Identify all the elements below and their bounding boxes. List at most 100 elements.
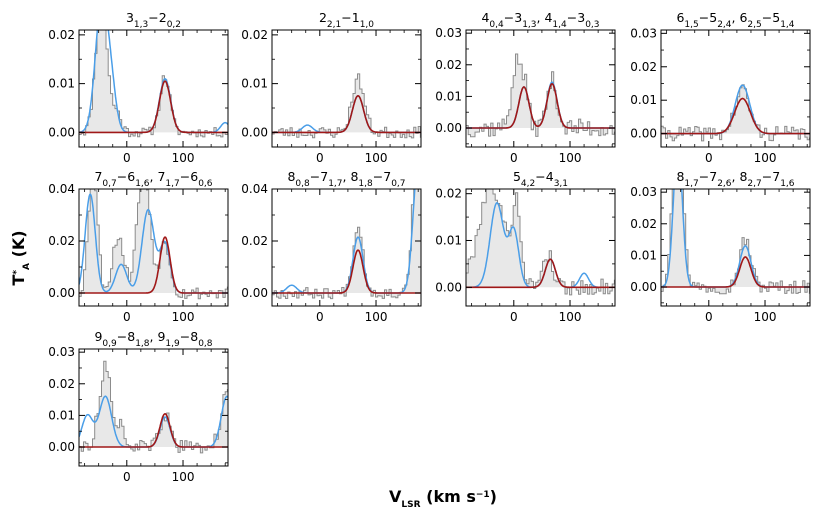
observed-fill [661,189,810,294]
x-tick-label: 0 [510,310,518,324]
x-tick-label: 100 [365,310,388,324]
spectrum-panel: 0 100 0.00 0.02 0.04 70,7−61,6, 71,7−60,6 [48,169,229,324]
y-tick-label: 0.02 [241,28,268,42]
observed-fill [272,73,421,138]
y-tick-label: 0.02 [48,28,75,42]
species-model-line [466,82,615,129]
y-tick-label: 0.00 [48,286,75,300]
observed-spectrum [272,189,415,300]
y-axis-sup: * [12,270,22,275]
y-tick-label: 0.01 [630,248,657,262]
panel-title: 61,5−52,4, 62,5−51,4 [676,10,794,30]
plot-area [661,84,810,142]
spectrum-panel: 0 100 0.00 0.01 0.02 0.03 61,5−52,4, 62,5−51,4 [630,10,811,165]
species-model-line [272,249,421,294]
y-tick-label: 0.03 [48,345,75,359]
y-tick-label: 0.01 [48,77,75,91]
plot-area [79,189,228,300]
x-axis-sub: LSR [401,500,420,510]
y-tick-label: 0.00 [630,280,657,294]
axes-frame [78,188,229,307]
y-tick-label: 0.00 [241,286,268,300]
species-model-line [272,94,421,134]
plot-area [272,189,421,300]
species-model-line [466,258,615,289]
y-tick-label: 0.02 [241,234,268,248]
x-tick-label: 100 [754,310,777,324]
panel-title: 54,2−43,1 [513,169,568,189]
x-axis-sup: −1 [476,490,490,500]
plot-area [272,73,421,139]
species-model-line [79,80,228,134]
x-tick-label: 100 [172,151,195,165]
axes-frame [660,29,811,148]
axes-frame [465,29,616,148]
species-model-line [661,97,810,135]
y-tick-label: 0.04 [48,182,75,196]
x-tick-label: 0 [510,151,518,165]
x-axis-unit: (km s [421,487,476,506]
y-tick-label: 0.02 [48,377,75,391]
y-tick-label: 0.00 [435,280,462,294]
x-tick-label: 0 [123,310,131,324]
y-axis-sub: A [22,263,32,270]
spectrum-panel: 0 100 0.00 0.01 0.02 31,3−20,2 [48,10,229,165]
x-tick-label: 0 [316,310,324,324]
x-axis-label: VLSR (km s−1) [389,487,497,510]
y-tick-label: 0.03 [435,26,462,40]
y-axis-unit: (K) [9,230,28,263]
x-tick-label: 100 [559,151,582,165]
spectrum-panel: 0 100 0.00 0.02 0.04 80,8−71,7, 81,8−70,7 [241,169,422,324]
x-axis-end: ) [490,487,497,506]
axes-frame [78,29,229,148]
x-tick-label: 0 [316,151,324,165]
panel-title: 31,3−20,2 [126,10,181,30]
x-tick-label: 100 [754,151,777,165]
observed-spectrum [79,30,228,138]
panel-title: 70,7−61,6, 71,7−60,6 [94,169,212,189]
y-axis-label: T*A (K) [9,230,32,285]
observed-fill [466,189,615,295]
axes-frame [271,29,422,148]
y-tick-label: 0.00 [435,121,462,135]
observed-fill [79,30,228,137]
observed-spectrum [79,189,228,300]
observed-spectrum [466,189,615,296]
observed-fill [272,189,421,299]
y-tick-label: 0.02 [630,60,657,74]
y-tick-label: 0.00 [48,440,75,454]
plot-area [79,30,228,138]
x-tick-label: 100 [365,151,388,165]
x-tick-label: 0 [123,470,131,484]
x-tick-label: 100 [172,310,195,324]
y-tick-label: 0.02 [435,187,462,201]
x-tick-label: 100 [172,470,195,484]
spectrum-panel: 0 100 0.00 0.01 0.02 22,1−11,0 [241,10,422,165]
panel-title: 80,8−71,7, 81,8−70,7 [287,169,405,189]
x-axis-symbol: V [389,487,402,506]
y-axis-symbol: T [9,275,28,286]
y-tick-label: 0.04 [241,182,268,196]
panel-title: 90,9−81,8, 91,9−80,8 [94,329,212,349]
y-tick-label: 0.01 [435,233,462,247]
y-tick-label: 0.02 [435,58,462,72]
x-tick-label: 0 [705,151,713,165]
y-tick-label: 0.02 [630,217,657,231]
y-tick-label: 0.03 [630,26,657,40]
spectrum-panel: 0 100 0.00 0.01 0.02 54,2−43,1 [435,169,616,324]
species-model-line [79,236,228,294]
panel-title: 81,7−72,6, 82,7−71,6 [676,169,794,189]
y-tick-label: 0.01 [630,93,657,107]
y-tick-label: 0.01 [241,77,268,91]
plot-area [466,189,615,296]
species-model-line [79,412,228,448]
plot-area [79,360,228,454]
spectrum-panel: 0 100 0.00 0.01 0.02 0.03 81,7−72,6, 82,7−71,6 [630,169,811,324]
panel-title: 22,1−11,0 [319,10,374,30]
x-tick-label: 0 [123,151,131,165]
observed-spectrum [466,53,615,138]
axes-frame [271,188,422,307]
spectrum-panel: 0 100 0.00 0.01 0.02 0.03 40,4−31,3, 41,4−30,3 [435,10,616,165]
y-tick-label: 0.01 [435,89,462,103]
